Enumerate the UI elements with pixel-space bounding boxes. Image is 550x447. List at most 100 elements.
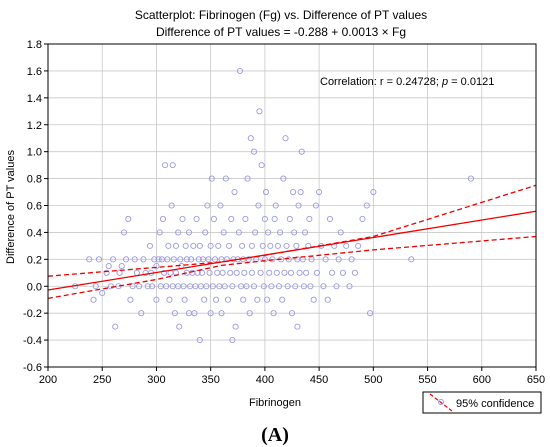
data-point [264,296,271,303]
x-tick-label: 550 [418,374,436,386]
data-point [335,256,342,263]
data-point [293,242,300,249]
data-point [160,269,168,276]
data-point [215,242,222,249]
data-point [227,269,234,276]
y-tick-label: 0.8 [27,174,42,186]
data-point [176,323,183,330]
data-point [271,215,278,223]
data-point [208,175,215,182]
data-point [164,256,171,263]
data-point [231,188,238,196]
data-point [179,215,186,223]
regression-line [47,210,537,291]
data-point [320,283,327,290]
y-tick-label: 1.6 [27,66,42,78]
data-point [301,229,309,236]
data-point [195,256,202,263]
data-point [213,296,220,303]
data-point [240,296,247,303]
y-tick-label: 1.8 [27,39,42,51]
data-point [196,242,203,249]
data-point [223,256,230,263]
data-point [140,256,147,263]
data-point [239,242,246,249]
data-point [151,256,158,263]
data-point [348,256,355,263]
data-point [296,269,303,276]
y-tick-label: 1.2 [27,120,42,132]
data-point [177,256,184,263]
data-point [171,310,178,317]
confidence-band-upper [47,184,537,277]
x-tick-label: 450 [310,374,328,386]
panel-label: (A) [261,424,289,446]
data-point [297,188,304,196]
data-point [467,175,474,182]
data-point [165,242,172,249]
data-point [229,337,236,344]
data-point [110,256,117,263]
x-tick-label: 600 [473,374,491,386]
y-tick-label: 0.0 [27,281,42,293]
data-point [277,229,284,236]
data-point [363,202,370,209]
data-point [242,215,249,223]
data-point [262,188,270,196]
x-tick-label: 400 [256,374,274,386]
data-point [221,283,228,290]
x-tick-label: 200 [39,374,57,386]
y-tick-label: 0.4 [27,227,42,239]
data-point [90,296,97,303]
data-point [316,188,323,196]
data-point [156,229,163,236]
data-point [222,175,229,182]
legend-marker-icon [438,399,444,405]
data-point [275,283,283,290]
data-point [243,283,250,290]
data-point [131,256,138,263]
data-point [303,269,310,276]
data-point [155,256,162,263]
data-point [261,256,268,263]
data-point [112,323,119,330]
y-tick-label: 0.2 [27,254,42,266]
data-point [270,310,277,317]
data-point [233,269,240,276]
data-point [283,242,290,249]
data-point [256,108,263,115]
data-point [153,296,160,303]
data-point [232,323,239,330]
data-point [182,242,189,249]
data-point [129,283,136,290]
regression-lines [47,184,537,300]
data-point [241,269,248,276]
data-point [269,256,276,263]
data-point [127,296,134,303]
data-point [272,202,279,209]
data-point [308,256,315,263]
data-point [210,215,217,223]
data-point [149,283,156,290]
data-point [294,323,301,330]
data-point [116,269,123,276]
data-point [250,148,258,155]
data-point [408,256,415,263]
data-point [291,229,298,236]
x-tick-label: 250 [93,374,111,386]
data-point [172,242,180,249]
data-point [193,215,200,223]
data-point [107,283,114,290]
y-tick-label: -0.2 [23,308,42,320]
y-tick-label: -0.4 [23,335,42,347]
data-point [202,229,209,236]
data-point [204,202,211,209]
data-point [267,242,274,249]
y-tick-label: 1.0 [27,147,42,159]
data-point [300,283,307,290]
data-point [250,283,258,290]
data-point [168,202,175,209]
data-point [259,242,266,249]
data-point [288,310,296,317]
data-point [170,256,177,263]
